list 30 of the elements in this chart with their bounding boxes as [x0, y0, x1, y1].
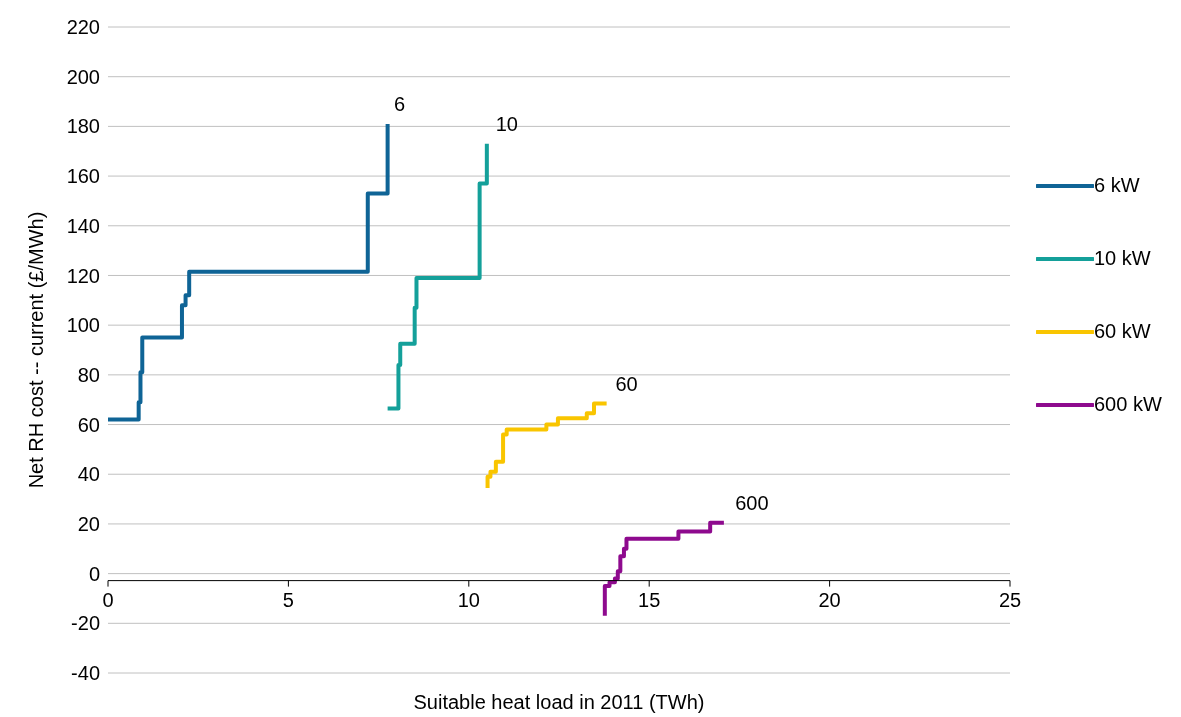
- x-tick-label: 0: [102, 588, 114, 611]
- annotation: 6: [394, 93, 406, 115]
- y-tick-label: -20: [71, 612, 100, 635]
- y-tick-label: 0: [88, 562, 100, 585]
- legend-label: 10 kW: [1094, 247, 1151, 270]
- y-tick-label: 100: [66, 314, 100, 337]
- y-tick-label: 120: [66, 264, 100, 287]
- annotation: 60: [615, 372, 638, 395]
- y-axis-title: Net RH cost -- current (£/MWh): [25, 211, 48, 489]
- x-tick-label: 15: [638, 588, 661, 611]
- x-tick-label: 10: [457, 588, 480, 611]
- y-tick-label: 180: [66, 115, 100, 138]
- x-tick-label: 20: [818, 588, 841, 611]
- y-tick-label: 60: [77, 413, 100, 436]
- x-axis-title: Suitable heat load in 2011 (TWh): [413, 691, 705, 713]
- y-tick-label: 80: [77, 363, 100, 386]
- y-tick-label: 220: [66, 16, 100, 39]
- annotation: 10: [495, 112, 518, 135]
- y-tick-label: 20: [77, 513, 100, 536]
- legend-label: 6 kW: [1094, 174, 1140, 197]
- legend-label: 60 kW: [1094, 320, 1151, 343]
- legend-label: 600 kW: [1094, 393, 1162, 416]
- y-tick-label: 160: [66, 165, 100, 188]
- x-tick-label: 25: [998, 588, 1022, 611]
- annotation: 600: [735, 491, 769, 514]
- x-tick-label: 5: [282, 588, 294, 611]
- y-tick-label: 200: [66, 65, 100, 88]
- y-tick-label: 40: [77, 463, 100, 486]
- y-tick-label: -40: [71, 662, 100, 685]
- y-tick-label: 140: [66, 214, 100, 237]
